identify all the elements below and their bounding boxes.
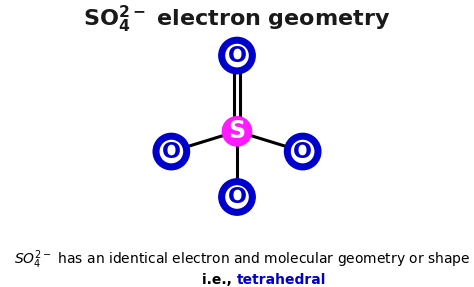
Text: i.e.,: i.e.,: [202, 273, 237, 287]
Text: S: S: [228, 119, 246, 143]
Circle shape: [160, 140, 182, 163]
Text: O: O: [228, 187, 246, 207]
Circle shape: [226, 44, 248, 67]
Text: O: O: [162, 141, 181, 162]
Text: $\mathbf{SO_4^{2-}}$ electron geometry: $\mathbf{SO_4^{2-}}$ electron geometry: [83, 3, 391, 34]
Circle shape: [284, 133, 321, 170]
Text: tetrahedral: tetrahedral: [237, 273, 327, 287]
Circle shape: [226, 186, 248, 208]
Circle shape: [219, 37, 255, 74]
Text: $SO_4^{2-}$ has an identical electron and molecular geometry or shape: $SO_4^{2-}$ has an identical electron an…: [14, 249, 471, 272]
Circle shape: [219, 179, 255, 215]
Circle shape: [292, 140, 314, 163]
Circle shape: [153, 133, 190, 170]
Text: O: O: [228, 46, 246, 65]
Circle shape: [222, 117, 252, 146]
Text: O: O: [293, 141, 312, 162]
